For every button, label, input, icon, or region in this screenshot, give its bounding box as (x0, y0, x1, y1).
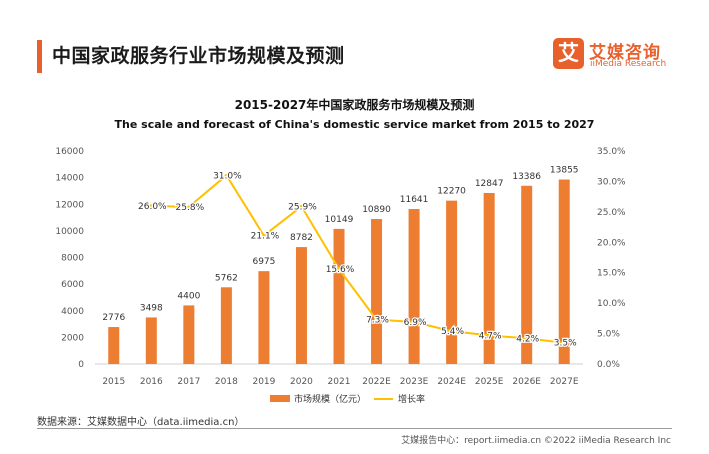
x-tick-label: 2024E (437, 377, 466, 387)
growth-rate-label: 3.5% (554, 339, 577, 349)
growth-rate-line (151, 174, 565, 344)
bar-value-label: 10149 (325, 215, 354, 225)
footer-text: 艾媒报告中心：report.iimedia.cn ©2022 iiMedia R… (401, 436, 671, 446)
y-left-tick-label: 0 (78, 360, 84, 370)
page-title: 中国家政服务行业市场规模及预测 (52, 45, 345, 67)
x-tick-label: 2022E (362, 377, 391, 387)
bar (483, 192, 495, 364)
bar-value-label: 5762 (215, 273, 238, 283)
x-tick-label: 2018 (215, 377, 238, 387)
bar-value-label: 8782 (290, 233, 313, 243)
bar-value-label: 6975 (252, 257, 275, 267)
growth-rate-label: 15.6% (326, 265, 355, 275)
y-right-tick-label: 0.0% (597, 360, 620, 370)
bar (295, 247, 307, 364)
bar-value-label: 3498 (140, 303, 163, 313)
growth-rate-label: 25.9% (288, 202, 317, 212)
bar-value-label: 12270 (437, 187, 466, 197)
y-right-tick-label: 15.0% (597, 269, 626, 279)
growth-rate-point (262, 234, 266, 238)
bar (220, 287, 232, 364)
bar (446, 200, 458, 364)
growth-rate-label: 4.7% (479, 331, 502, 341)
growth-rate-point (450, 329, 454, 333)
title-accent-bar (37, 40, 42, 73)
growth-rate-point (562, 341, 566, 345)
y-left-tick-label: 2000 (61, 333, 84, 343)
y-left-tick-label: 6000 (61, 280, 84, 290)
logo-name-cn: 艾媒咨询 (589, 43, 661, 63)
x-tick-label: 2026E (512, 377, 541, 387)
y-right-tick-label: 35.0% (597, 147, 626, 157)
growth-rate-label: 4.2% (516, 334, 539, 344)
growth-rate-label: 26.0% (138, 202, 167, 212)
y-left-tick-label: 10000 (55, 227, 84, 237)
x-tick-label: 2016 (140, 377, 163, 387)
y-left-tick-label: 12000 (55, 200, 84, 210)
growth-rate-point (337, 267, 341, 271)
data-source: 数据来源：艾媒数据中心（data.iimedia.cn） (37, 417, 245, 428)
growth-rate-point (412, 320, 416, 324)
x-tick-label: 2019 (252, 377, 275, 387)
legend-bar-label: 市场规模（亿元） (294, 393, 366, 405)
growth-rate-label: 21.1% (251, 232, 280, 242)
x-tick-label: 2017 (177, 377, 200, 387)
bar (258, 271, 270, 364)
y-right-tick-label: 25.0% (597, 208, 626, 218)
y-right-tick-label: 10.0% (597, 299, 626, 309)
bar (333, 228, 345, 364)
bar-value-label: 12847 (475, 179, 504, 189)
logo-name-en: iiMedia Research (590, 59, 667, 69)
growth-rate-label: 5.4% (441, 327, 464, 337)
growth-rate-label: 7.3% (366, 316, 389, 326)
x-tick-label: 2027E (550, 377, 579, 387)
y-right-tick-label: 30.0% (597, 177, 626, 187)
chart-subtitle: The scale and forecast of China's domest… (114, 118, 595, 131)
bar (145, 317, 157, 364)
growth-rate-point (224, 173, 228, 177)
growth-rate-point (149, 204, 153, 208)
x-tick-label: 2021 (328, 377, 351, 387)
brand-logo: 艾 艾媒咨询 iiMedia Research (553, 38, 673, 74)
x-tick-label: 2015 (102, 377, 125, 387)
logo-mark-icon: 艾 (553, 38, 584, 69)
bar-value-label: 4400 (177, 291, 200, 301)
growth-rate-label: 25.8% (176, 203, 205, 213)
growth-rate-point (525, 336, 529, 340)
x-tick-label: 2020 (290, 377, 313, 387)
y-left-tick-label: 4000 (61, 307, 84, 317)
bar (408, 209, 420, 364)
growth-rate-point (375, 318, 379, 322)
y-left-tick-label: 14000 (55, 174, 84, 184)
y-left-tick-label: 8000 (61, 254, 84, 264)
legend-line-label: 增长率 (398, 393, 425, 405)
x-tick-label: 2025E (475, 377, 504, 387)
bar (521, 185, 533, 364)
y-right-tick-label: 5.0% (597, 330, 620, 340)
bar (558, 179, 570, 364)
bar (108, 327, 120, 364)
growth-rate-label: 6.9% (404, 318, 427, 328)
bar-value-label: 13386 (512, 172, 541, 182)
chart-title: 2015-2027年中国家政服务市场规模及预测 (234, 98, 475, 112)
growth-rate-point (187, 205, 191, 209)
bar-value-label: 10890 (362, 205, 391, 215)
bar-value-label: 2776 (102, 313, 125, 323)
y-right-tick-label: 20.0% (597, 238, 626, 248)
bar (183, 305, 195, 364)
footer-divider (37, 428, 672, 429)
growth-rate-label: 31.0% (213, 171, 242, 181)
bar-value-label: 13855 (550, 166, 579, 176)
x-tick-label: 2023E (400, 377, 429, 387)
bar (371, 219, 383, 364)
legend-bar-swatch (270, 395, 290, 402)
y-left-tick-label: 16000 (55, 147, 84, 157)
bar-value-label: 11641 (400, 195, 429, 205)
growth-rate-point (487, 333, 491, 337)
growth-rate-point (299, 204, 303, 208)
